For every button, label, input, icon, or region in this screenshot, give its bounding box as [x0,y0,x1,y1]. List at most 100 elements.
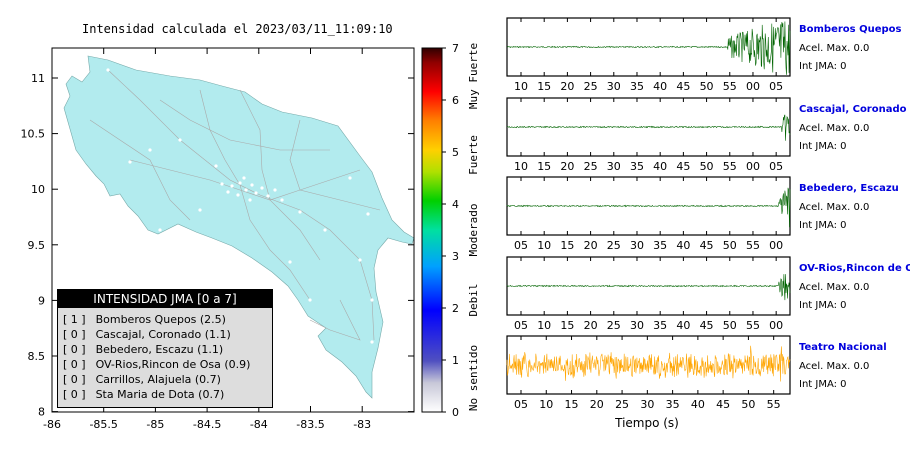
trace-tick-label: 40 [691,398,705,411]
legend-item-level: [ 0 ] [63,343,86,356]
trace-tick-label: 55 [723,160,737,173]
trace-tick-label: 25 [607,319,621,332]
seismogram-waveform [506,21,791,75]
trace-tick-label: 45 [676,160,690,173]
seismogram-waveform [506,114,791,141]
trace-station-name: Bebedero, Escazu [799,183,899,194]
trace-jma-intensity: Int JMA: 0 [799,61,847,72]
legend-item-station: Bomberos Quepos (2.5) [95,313,226,326]
trace-tick-label: 05 [769,160,783,173]
map-x-tick-label: -83 [353,418,371,431]
legend-item-level: [ 0 ] [63,328,86,341]
colorbar-band-label: Fuerte [467,135,480,175]
trace-tick-label: 20 [590,398,604,411]
trace-jma-intensity: Int JMA: 0 [799,220,847,231]
map-x-tick-label: -86 [43,418,61,431]
map-y-tick-label: 9 [38,294,45,307]
trace-jma-intensity: Int JMA: 0 [799,141,847,152]
trace-tick-label: 20 [584,319,598,332]
trace-accel-max: Acel. Max. 0.0 [799,282,870,293]
trace-station-name: Cascajal, Coronado [799,104,907,115]
trace-tick-label: 45 [716,398,730,411]
legend-item-level: [ 0 ] [63,358,86,371]
trace-tick-label: 00 [746,80,760,93]
trace-tick-label: 30 [630,319,644,332]
colorbar-tick-label: 7 [452,42,459,55]
legend-item: [ 0 ] Carrillos, Alajuela (0.7) [63,372,272,387]
seismogram-waveform [506,345,791,382]
trace-tick-label: 15 [537,160,551,173]
trace-tick-label: 45 [700,319,714,332]
colorbar-tick-label: 2 [452,302,459,315]
legend-item: [ 0 ] Cascajal, Coronado (1.1) [63,327,272,342]
trace-tick-label: 45 [676,80,690,93]
colorbar-tick-label: 4 [452,198,459,211]
map-y-tick-label: 9.5 [28,239,46,252]
trace-tick-label: 35 [653,239,667,252]
trace-accel-max: Acel. Max. 0.0 [799,202,870,213]
trace-tick-label: 35 [653,319,667,332]
seismogram-waveform [506,274,791,301]
trace-tick-label: 50 [700,160,714,173]
trace-tick-label: 55 [723,80,737,93]
legend-header: INTENSIDAD JMA [0 a 7] [58,290,272,308]
trace-tick-label: 50 [723,319,737,332]
trace-tick-label: 10 [537,319,551,332]
legend-list: [ 1 ] Bomberos Quepos (2.5) [ 0 ] Cascajal,… [58,308,272,402]
trace-tick-label: 40 [653,80,667,93]
trace-station-name: Bomberos Quepos [799,24,902,35]
trace-tick-label: 10 [514,80,528,93]
trace-tick-label: 50 [700,80,714,93]
trace-tick-label: 50 [741,398,755,411]
trace-tick-label: 25 [607,239,621,252]
colorbar-tick-label: 0 [452,406,459,419]
trace-tick-label: 10 [539,398,553,411]
trace-tick-label: 40 [676,319,690,332]
trace-tick-label: 20 [584,239,598,252]
trace-tick-label: 15 [565,398,579,411]
trace-tick-label: 05 [514,398,528,411]
legend-item-station: Sta Maria de Dota (0.7) [95,388,225,401]
map-y-tick-label: 10.5 [21,128,46,141]
seismogram-waveform [506,187,791,228]
trace-tick-label: 25 [615,398,629,411]
time-axis-label: Tiempo (s) [614,416,679,430]
trace-tick-label: 55 [746,319,760,332]
colorbar-band-label: Muy Fuerte [467,43,480,109]
legend-item-station: Bebedero, Escazu (1.1) [95,343,224,356]
trace-station-name: OV-Rios,Rincon de Osa [799,263,910,274]
colorbar-band-label: No sentido [467,345,480,411]
trace-tick-label: 05 [514,239,528,252]
trace-tick-label: 30 [640,398,654,411]
trace-tick-label: 00 [769,319,783,332]
map-x-tick-label: -85 [146,418,164,431]
intensity-legend: INTENSIDAD JMA [0 a 7] [ 1 ] Bomberos Que… [57,289,273,408]
map-x-tick-label: -84 [250,418,268,431]
map-y-tick-label: 8 [38,406,45,419]
map-x-tick-label: -84.5 [193,418,221,431]
colorbar-gradient [421,47,443,413]
trace-tick-label: 40 [653,160,667,173]
trace-station-name: Teatro Nacional [799,342,887,353]
trace-tick-label: 30 [630,239,644,252]
trace-tick-label: 35 [630,80,644,93]
trace-accel-max: Acel. Max. 0.0 [799,123,870,134]
colorbar-tick-label: 1 [452,354,459,367]
trace-jma-intensity: Int JMA: 0 [799,379,847,390]
trace-tick-label: 15 [560,239,574,252]
trace-tick-label: 10 [514,160,528,173]
map-y-tick-label: 11 [31,72,45,85]
trace-accel-max: Acel. Max. 0.0 [799,361,870,372]
trace-tick-label: 55 [767,398,781,411]
trace-tick-label: 20 [560,160,574,173]
legend-item-level: [ 0 ] [63,388,86,401]
colorbar-tick-label: 6 [452,94,459,107]
map-y-tick-label: 8.5 [28,350,46,363]
trace-tick-label: 00 [746,160,760,173]
map-x-axis: -86 -85.5 -85 -84.5 -84 -83.5 -83 [43,48,371,431]
map-title: Intensidad calculada el 2023/03/11_11:09… [82,22,393,36]
trace-tick-label: 05 [769,80,783,93]
trace-tick-label: 15 [537,80,551,93]
map-y-tick-label: 10 [31,183,45,196]
trace-tick-label: 50 [723,239,737,252]
